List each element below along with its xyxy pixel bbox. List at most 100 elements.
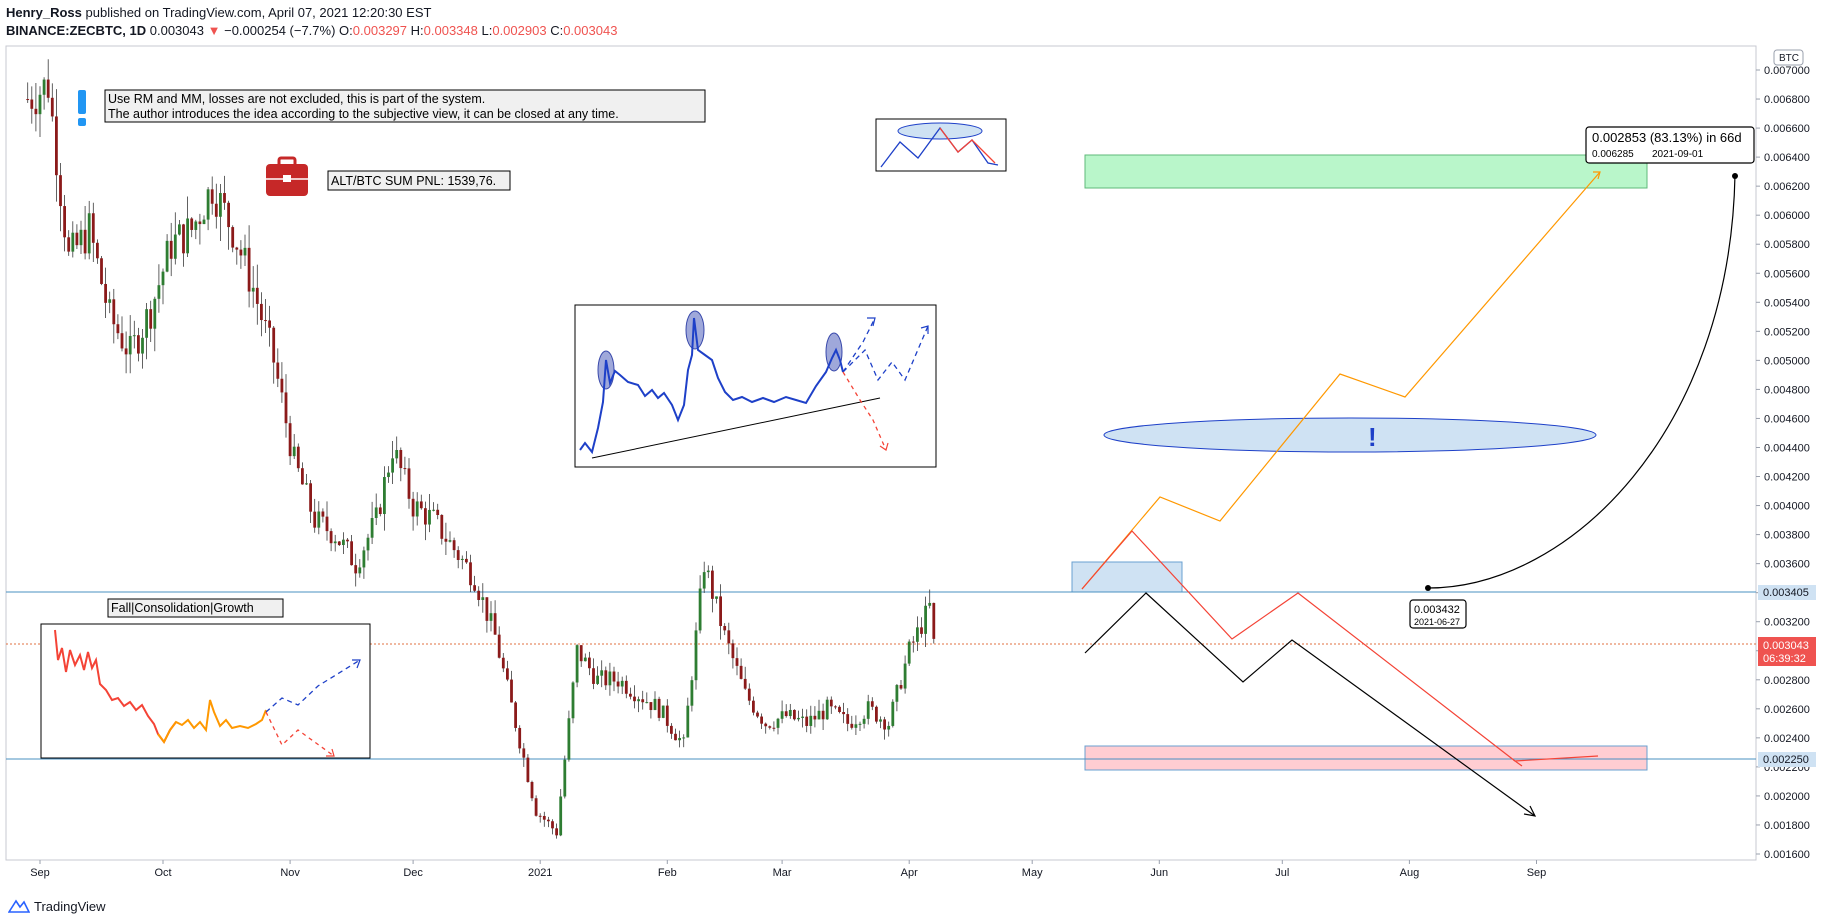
- candle-body[interactable]: [903, 663, 907, 689]
- candle-body[interactable]: [210, 189, 214, 204]
- candle-body[interactable]: [612, 671, 616, 682]
- candle-body[interactable]: [132, 335, 136, 337]
- candle-body[interactable]: [83, 229, 87, 254]
- candle-body[interactable]: [731, 643, 735, 659]
- candle-body[interactable]: [690, 680, 694, 706]
- candle-body[interactable]: [801, 716, 804, 718]
- candle-body[interactable]: [469, 562, 472, 586]
- candle-body[interactable]: [116, 324, 120, 334]
- candle-body[interactable]: [42, 79, 46, 95]
- candle-body[interactable]: [862, 718, 866, 724]
- candle-body[interactable]: [879, 719, 882, 722]
- candle-body[interactable]: [530, 781, 534, 799]
- candle-body[interactable]: [198, 221, 202, 225]
- candle-body[interactable]: [46, 79, 50, 98]
- candle-body[interactable]: [407, 468, 411, 499]
- candle-body[interactable]: [411, 498, 415, 517]
- candle-body[interactable]: [583, 657, 587, 662]
- candle-body[interactable]: [120, 333, 124, 349]
- candle-body[interactable]: [481, 597, 485, 600]
- candle-body[interactable]: [567, 718, 571, 760]
- price-axis[interactable]: 0.007000 0.006800 0.006600 0.006400 0.006200…: [1756, 65, 1810, 861]
- candle-body[interactable]: [776, 718, 780, 728]
- candle-body[interactable]: [829, 699, 833, 707]
- candle-body[interactable]: [104, 283, 107, 303]
- candle-body[interactable]: [473, 585, 476, 591]
- candle-body[interactable]: [260, 303, 263, 321]
- candle-body[interactable]: [456, 550, 460, 560]
- candle-body[interactable]: [432, 509, 435, 511]
- candle-body[interactable]: [145, 309, 148, 338]
- candle-body[interactable]: [374, 507, 378, 519]
- candle-body[interactable]: [440, 515, 444, 539]
- candle-body[interactable]: [526, 757, 530, 782]
- candle-body[interactable]: [378, 507, 382, 515]
- candle-body[interactable]: [108, 299, 112, 303]
- candle-body[interactable]: [702, 572, 706, 589]
- candle-body[interactable]: [415, 501, 419, 517]
- candle-body[interactable]: [657, 698, 661, 718]
- candle-body[interactable]: [838, 706, 841, 712]
- candle-body[interactable]: [760, 716, 763, 724]
- candle-body[interactable]: [448, 540, 452, 542]
- candle-body[interactable]: [514, 702, 517, 728]
- candle-body[interactable]: [907, 641, 911, 664]
- candle-body[interactable]: [805, 716, 809, 726]
- candle-body[interactable]: [895, 685, 899, 702]
- candle-body[interactable]: [100, 258, 103, 284]
- candle-body[interactable]: [223, 193, 226, 203]
- pattern-thumbnail[interactable]: [875, 118, 1007, 172]
- candle-body[interactable]: [194, 221, 198, 230]
- candle-body[interactable]: [850, 723, 854, 728]
- time-axis[interactable]: Sep Oct Nov Dec 2021 Feb Mar Apr May Jun Jul Aug Sep: [30, 860, 1546, 879]
- candle-body[interactable]: [157, 285, 161, 299]
- candle-body[interactable]: [616, 681, 620, 687]
- candle-body[interactable]: [538, 815, 542, 817]
- candle-body[interactable]: [96, 242, 99, 259]
- candle-body[interactable]: [366, 537, 370, 551]
- candle-body[interactable]: [317, 511, 321, 528]
- candle-body[interactable]: [719, 596, 722, 627]
- candle-body[interactable]: [280, 378, 284, 393]
- candle-body[interactable]: [821, 710, 825, 720]
- candle-body[interactable]: [329, 531, 333, 544]
- candle-body[interactable]: [268, 320, 271, 328]
- candle-body[interactable]: [362, 550, 366, 568]
- candle-body[interactable]: [501, 657, 505, 669]
- candle-body[interactable]: [604, 670, 608, 686]
- candle-body[interactable]: [686, 705, 690, 738]
- tradingview-footer[interactable]: TradingView: [8, 898, 106, 914]
- candle-body[interactable]: [112, 299, 116, 325]
- candle-body[interactable]: [26, 99, 30, 101]
- target-zone-green[interactable]: [1084, 154, 1648, 189]
- candle-body[interactable]: [834, 706, 837, 708]
- candle-body[interactable]: [137, 335, 140, 354]
- candle-body[interactable]: [858, 723, 862, 725]
- candle-body[interactable]: [817, 710, 821, 720]
- candle-body[interactable]: [747, 688, 751, 701]
- candle-body[interactable]: [186, 218, 189, 254]
- candle-body[interactable]: [403, 468, 407, 470]
- candle-body[interactable]: [243, 247, 247, 256]
- highlight-ellipse[interactable]: [1103, 417, 1597, 453]
- candle-body[interactable]: [920, 627, 923, 634]
- candle-body[interactable]: [780, 711, 784, 719]
- candle-body[interactable]: [149, 309, 153, 329]
- candle-body[interactable]: [698, 588, 702, 631]
- candle-body[interactable]: [497, 634, 501, 658]
- candle-body[interactable]: [358, 567, 362, 574]
- candle-body[interactable]: [768, 726, 772, 728]
- candle-body[interactable]: [276, 362, 280, 379]
- candle-body[interactable]: [161, 271, 165, 286]
- candle-body[interactable]: [71, 232, 75, 252]
- candle-body[interactable]: [608, 671, 612, 686]
- candle-body[interactable]: [555, 828, 558, 836]
- candle-body[interactable]: [916, 627, 919, 642]
- candle-body[interactable]: [784, 711, 788, 717]
- candle-body[interactable]: [50, 97, 54, 117]
- candle-body[interactable]: [797, 717, 800, 720]
- candle-body[interactable]: [391, 458, 394, 473]
- candle-body[interactable]: [182, 224, 185, 254]
- candle-body[interactable]: [247, 247, 251, 292]
- candle-body[interactable]: [813, 715, 817, 720]
